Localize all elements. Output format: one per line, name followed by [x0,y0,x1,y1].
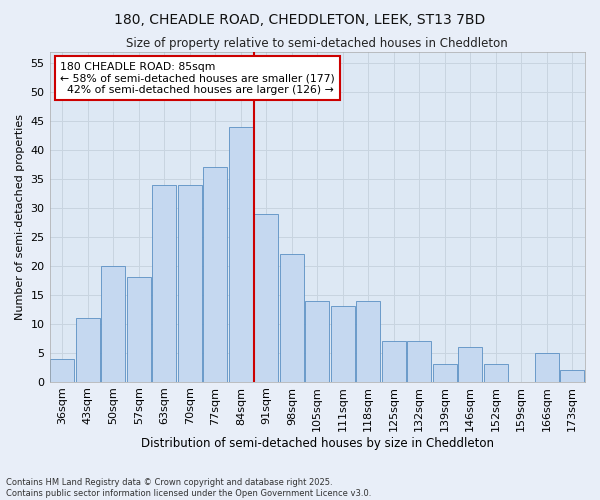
Text: 180, CHEADLE ROAD, CHEDDLETON, LEEK, ST13 7BD: 180, CHEADLE ROAD, CHEDDLETON, LEEK, ST1… [115,12,485,26]
Bar [280,254,304,382]
Bar [535,353,559,382]
Text: Contains HM Land Registry data © Crown copyright and database right 2025.
Contai: Contains HM Land Registry data © Crown c… [6,478,371,498]
Bar [127,278,151,382]
Bar [382,341,406,382]
Bar [356,300,380,382]
Bar [254,214,278,382]
Bar [305,300,329,382]
Bar [407,341,431,382]
Bar [76,318,100,382]
Title: Size of property relative to semi-detached houses in Cheddleton: Size of property relative to semi-detach… [127,38,508,51]
Bar [229,127,253,382]
Bar [101,266,125,382]
Bar [458,347,482,382]
Bar [152,185,176,382]
Bar [560,370,584,382]
X-axis label: Distribution of semi-detached houses by size in Cheddleton: Distribution of semi-detached houses by … [141,437,494,450]
Bar [178,185,202,382]
Y-axis label: Number of semi-detached properties: Number of semi-detached properties [15,114,25,320]
Bar [331,306,355,382]
Bar [433,364,457,382]
Bar [50,358,74,382]
Text: 180 CHEADLE ROAD: 85sqm
← 58% of semi-detached houses are smaller (177)
  42% of: 180 CHEADLE ROAD: 85sqm ← 58% of semi-de… [60,62,335,95]
Bar [203,168,227,382]
Bar [484,364,508,382]
